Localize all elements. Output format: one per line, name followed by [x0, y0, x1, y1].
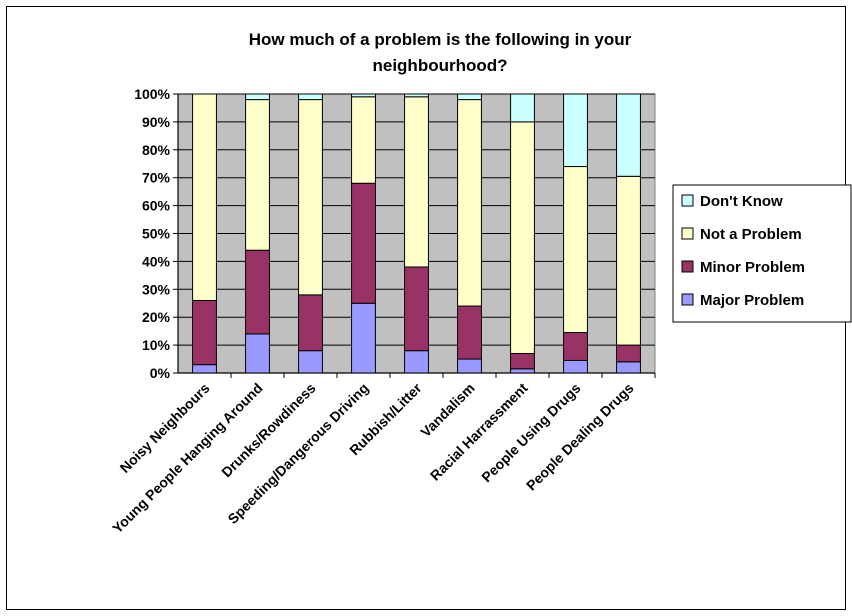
x-category-label: Noisy Neighbours: [117, 380, 213, 476]
bar-segment-don-t-know: [457, 93, 482, 101]
bar-segment-minor-problem: [351, 182, 376, 304]
x-category-label: Racial Harrassment: [427, 380, 531, 484]
bar-segment-don-t-know: [404, 93, 429, 98]
bar-segment-don-t-know: [298, 93, 323, 101]
x-category-label: Drunks/Rowdiness: [218, 380, 319, 481]
bar-segment-don-t-know: [616, 93, 641, 177]
bar-segment-don-t-know: [245, 93, 270, 101]
y-tick-label: 30%: [142, 281, 171, 297]
bar-segment-not-a-problem: [457, 99, 482, 307]
x-category-label: People Dealing Drugs: [523, 380, 637, 494]
bar-segment-don-t-know: [510, 93, 535, 123]
legend-box: [672, 184, 852, 323]
bar-segment-minor-problem: [404, 266, 429, 352]
bar-segment-minor-problem: [298, 294, 323, 352]
legend-swatch: [681, 194, 694, 207]
bar-segment-major-problem: [510, 368, 535, 374]
y-tick-label: 70%: [142, 170, 171, 186]
chart-title-line-2: neighbourhood?: [372, 56, 507, 75]
bar-segment-not-a-problem: [245, 99, 270, 251]
bar-segment-minor-problem: [616, 344, 641, 363]
legend-swatch: [681, 293, 694, 306]
bar-segment-not-a-problem: [192, 93, 217, 301]
bar-segment-major-problem: [298, 350, 323, 374]
bar-segment-major-problem: [351, 302, 376, 374]
chart-title-line-1: How much of a problem is the following i…: [249, 30, 632, 49]
bar-segment-not-a-problem: [404, 96, 429, 268]
bar-segment-minor-problem: [192, 299, 217, 366]
bar-segment-not-a-problem: [298, 99, 323, 296]
y-tick-label: 90%: [142, 114, 171, 130]
y-tick-label: 80%: [142, 142, 171, 158]
bar-segment-major-problem: [457, 358, 482, 374]
bar-segment-minor-problem: [510, 352, 535, 370]
bar-segment-don-t-know: [351, 93, 376, 98]
y-tick-label: 60%: [142, 198, 171, 214]
bar-segment-major-problem: [245, 333, 270, 374]
legend-label: Major Problem: [700, 292, 804, 309]
y-tick-label: 10%: [142, 337, 171, 353]
legend-swatch: [681, 260, 694, 273]
bar-segment-not-a-problem: [510, 121, 535, 354]
legend-swatch: [681, 227, 694, 240]
bar-segment-minor-problem: [245, 249, 270, 335]
legend-label: Not a Problem: [700, 226, 802, 243]
bar-segment-minor-problem: [563, 332, 588, 361]
bar-segment-major-problem: [563, 359, 588, 374]
bar-segment-minor-problem: [457, 305, 482, 360]
x-category-label: People Using Drugs: [478, 380, 584, 486]
bar-segment-major-problem: [192, 364, 217, 374]
bar-segment-don-t-know: [563, 93, 588, 168]
y-tick-label: 40%: [142, 253, 171, 269]
bar-segment-not-a-problem: [563, 166, 588, 334]
bar-segment-not-a-problem: [351, 96, 376, 184]
y-tick-label: 20%: [142, 309, 171, 325]
bar-segment-not-a-problem: [616, 175, 641, 346]
legend-label: Don't Know: [700, 193, 783, 210]
bar-segment-major-problem: [404, 350, 429, 374]
y-tick-label: 0%: [150, 365, 171, 381]
bar-segment-major-problem: [616, 361, 641, 374]
y-tick-label: 100%: [134, 86, 170, 102]
y-tick-label: 50%: [142, 226, 171, 242]
legend-label: Minor Problem: [700, 259, 805, 276]
